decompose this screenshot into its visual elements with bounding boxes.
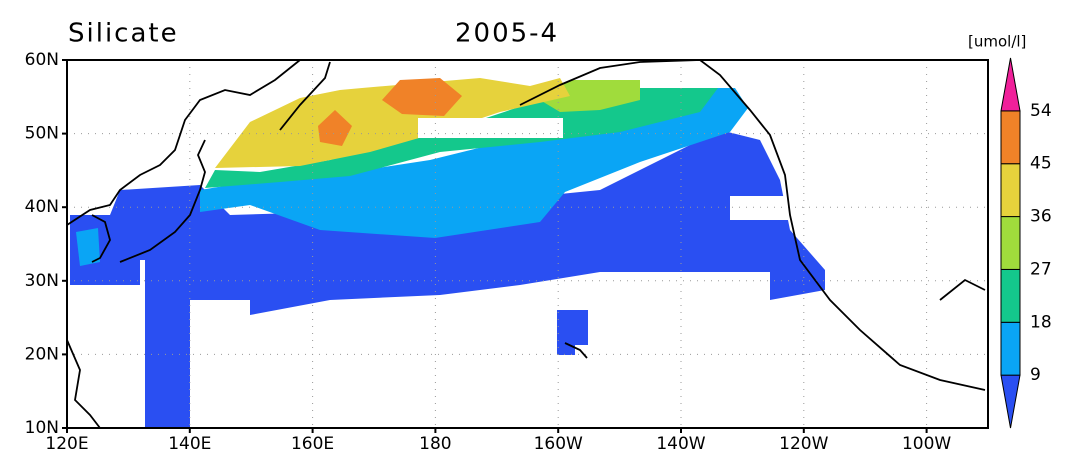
colorbar: 9 18 27 36 45 54 [1000,57,1052,429]
lon-label: 160E [291,434,334,454]
lon-label: 120W [779,434,828,454]
no-data [730,196,790,220]
no-data [418,118,563,138]
lat-label: 10N [25,418,59,438]
field-region [76,228,100,266]
colorbar-segment [1000,268,1021,323]
coastline [564,342,588,359]
lat-label: 40N [25,197,59,217]
colorbar-label: 18 [1030,312,1052,332]
coastline [519,59,986,391]
colorbar-segment [1000,321,1021,376]
lon-label: 180 [419,434,451,454]
lon-label: 140W [656,434,705,454]
coastline [66,59,301,226]
unit: [umol/l] [968,33,1026,51]
lon-label: 140E [168,434,211,454]
colorbar-label: 45 [1030,154,1052,174]
lat-label: 20N [25,344,59,364]
title: Silicate [68,19,179,49]
coastline [279,61,331,131]
field-region [382,78,462,116]
colorbar-extend-high [1000,57,1021,112]
coastline [91,214,111,263]
colorbar-label: 9 [1030,365,1041,385]
colorbar-segment [1000,110,1021,165]
colorbar-segment [1000,163,1021,218]
lat-label: 50N [25,124,59,144]
lon-label: 100W [902,434,951,454]
field-region [70,130,825,428]
lat-label: 30N [25,271,59,291]
field-region [557,310,588,355]
map-frame [66,59,989,429]
colorbar-label: 36 [1030,207,1052,227]
colorbar-label: 54 [1030,101,1052,121]
colorbar-extend-low [1000,374,1021,429]
lon-label: 160W [534,434,583,454]
coastlines [66,59,986,429]
silicate-field [70,78,825,428]
lon-label: 120E [45,434,88,454]
coastline [939,278,986,301]
colorbar-label: 27 [1030,259,1052,279]
coastline [66,339,101,429]
date: 2005-4 [455,19,559,49]
colorbar-segment [1000,216,1021,270]
lat-label: 60N [25,50,59,70]
coastline [119,139,206,263]
field-region [318,110,352,146]
